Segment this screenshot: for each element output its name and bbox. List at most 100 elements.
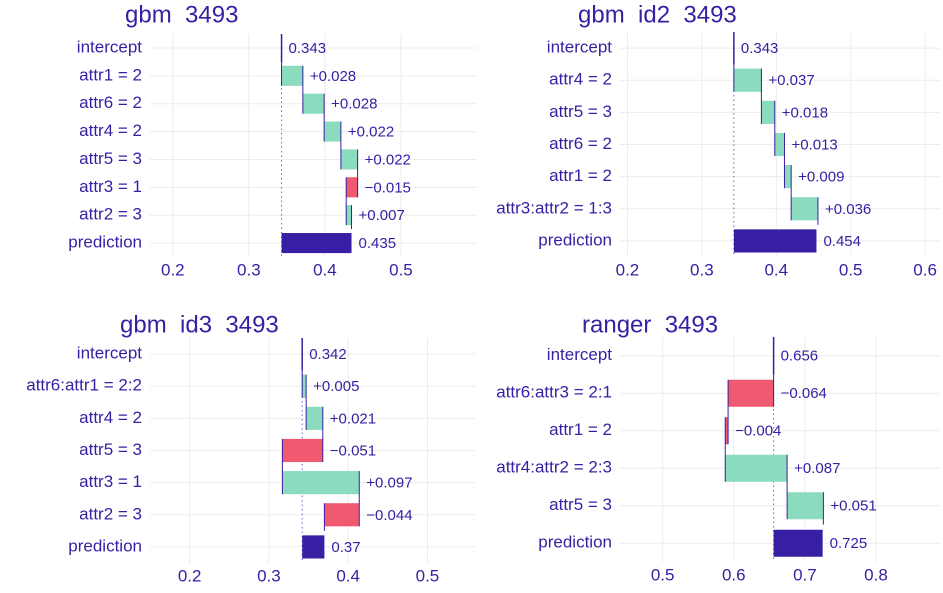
prediction-bar bbox=[773, 529, 823, 557]
prediction-bar bbox=[281, 233, 352, 254]
contribution-bar bbox=[346, 205, 352, 226]
prediction-bar bbox=[302, 535, 325, 559]
panel-title: gbm id2 3493 bbox=[578, 1, 737, 28]
value-label: +0.022 bbox=[365, 151, 411, 168]
x-tick-label: 0.4 bbox=[336, 566, 360, 585]
panel-title: gbm id3 3493 bbox=[120, 311, 279, 338]
category-label: intercept bbox=[77, 344, 142, 363]
category-label: attr4:attr2 = 2:3 bbox=[496, 458, 612, 477]
contribution-bar bbox=[324, 503, 360, 527]
category-label: prediction bbox=[538, 230, 612, 249]
x-tick-label: 0.2 bbox=[178, 566, 202, 585]
contribution-bar bbox=[306, 406, 323, 430]
value-label: −0.044 bbox=[366, 507, 412, 524]
value-label: −0.004 bbox=[735, 423, 781, 440]
x-tick-label: 0.7 bbox=[793, 565, 817, 584]
category-label: attr6:attr1 = 2:2 bbox=[26, 376, 142, 395]
category-label: attr1 = 2 bbox=[549, 420, 612, 439]
contribution-bar bbox=[302, 374, 307, 398]
value-label: 0.454 bbox=[823, 233, 861, 250]
x-tick-label: 0.4 bbox=[313, 260, 337, 279]
contribution-bar bbox=[728, 379, 774, 407]
x-tick-label: 0.2 bbox=[161, 260, 185, 279]
category-label: attr6 = 2 bbox=[79, 93, 142, 112]
value-label: 0.37 bbox=[331, 539, 360, 556]
category-label: attr1 = 2 bbox=[549, 166, 612, 185]
value-label: 0.342 bbox=[309, 346, 347, 363]
value-label: 0.343 bbox=[741, 40, 779, 57]
value-label: +0.021 bbox=[330, 410, 376, 427]
category-label: attr6:attr3 = 2:1 bbox=[496, 383, 612, 402]
contribution-bar bbox=[324, 121, 341, 142]
contribution-bar bbox=[761, 100, 775, 124]
category-label: attr5 = 3 bbox=[79, 149, 142, 168]
x-tick-label: 0.5 bbox=[839, 260, 863, 279]
contribution-bar bbox=[282, 438, 323, 463]
value-label: +0.022 bbox=[348, 124, 394, 141]
value-label: −0.015 bbox=[365, 179, 411, 196]
category-label: prediction bbox=[68, 536, 142, 555]
category-label: prediction bbox=[538, 533, 612, 552]
x-tick-label: 0.3 bbox=[690, 260, 714, 279]
category-label: attr5 = 3 bbox=[79, 440, 142, 459]
category-label: attr2 = 3 bbox=[79, 504, 142, 523]
category-label: attr4 = 2 bbox=[79, 408, 142, 427]
category-label: attr6 = 2 bbox=[549, 134, 612, 153]
x-tick-label: 0.5 bbox=[651, 565, 675, 584]
value-label: +0.028 bbox=[310, 68, 356, 85]
value-label: +0.013 bbox=[791, 136, 837, 153]
x-tick-label: 0.6 bbox=[722, 565, 746, 584]
contribution-bar bbox=[725, 454, 788, 482]
contribution-bar bbox=[791, 197, 818, 221]
category-label: attr5 = 3 bbox=[549, 102, 612, 121]
category-label: intercept bbox=[547, 345, 612, 364]
category-label: attr4 = 2 bbox=[79, 121, 142, 140]
x-tick-label: 0.2 bbox=[616, 260, 640, 279]
value-label: 0.725 bbox=[830, 535, 868, 552]
value-label: +0.037 bbox=[768, 72, 814, 89]
value-label: 0.343 bbox=[289, 40, 327, 57]
x-tick-label: 0.5 bbox=[416, 566, 440, 585]
category-label: attr3 = 1 bbox=[79, 177, 142, 196]
contribution-bar bbox=[302, 93, 325, 114]
value-label: +0.007 bbox=[359, 207, 405, 224]
x-tick-label: 0.3 bbox=[257, 566, 281, 585]
value-label: −0.051 bbox=[330, 442, 376, 459]
x-tick-label: 0.6 bbox=[913, 260, 937, 279]
category-label: attr4 = 2 bbox=[549, 70, 612, 89]
contribution-bar bbox=[774, 132, 785, 157]
contribution-bar bbox=[282, 471, 360, 495]
value-label: 0.656 bbox=[781, 348, 819, 365]
category-label: prediction bbox=[68, 233, 142, 252]
value-label: +0.005 bbox=[313, 378, 359, 395]
category-label: attr3:attr2 = 1:3 bbox=[496, 198, 612, 217]
value-label: +0.087 bbox=[794, 460, 840, 477]
x-tick-label: 0.3 bbox=[237, 260, 261, 279]
panel-title: gbm 3493 bbox=[125, 1, 238, 28]
contribution-bar bbox=[725, 417, 729, 445]
contribution-bar bbox=[346, 177, 358, 198]
contribution-bar bbox=[784, 165, 792, 189]
category-label: attr5 = 3 bbox=[549, 495, 612, 514]
category-label: intercept bbox=[77, 37, 142, 56]
category-label: attr2 = 3 bbox=[79, 205, 142, 224]
value-label: −0.064 bbox=[781, 385, 827, 402]
value-label: +0.097 bbox=[366, 475, 412, 492]
value-label: +0.009 bbox=[798, 169, 844, 186]
value-label: +0.036 bbox=[825, 201, 871, 218]
value-label: 0.435 bbox=[359, 235, 397, 252]
contribution-bar bbox=[340, 149, 358, 170]
category-label: attr3 = 1 bbox=[79, 472, 142, 491]
panel-title: ranger 3493 bbox=[582, 311, 718, 338]
contribution-bar bbox=[733, 68, 762, 92]
x-tick-label: 0.5 bbox=[389, 260, 413, 279]
contribution-bar bbox=[281, 65, 303, 86]
category-label: attr1 = 2 bbox=[79, 65, 142, 84]
x-tick-label: 0.8 bbox=[864, 565, 888, 584]
category-label: intercept bbox=[547, 38, 612, 57]
prediction-bar bbox=[733, 229, 817, 253]
value-label: +0.051 bbox=[830, 498, 876, 515]
value-label: +0.028 bbox=[331, 96, 377, 113]
value-label: +0.018 bbox=[782, 104, 828, 121]
